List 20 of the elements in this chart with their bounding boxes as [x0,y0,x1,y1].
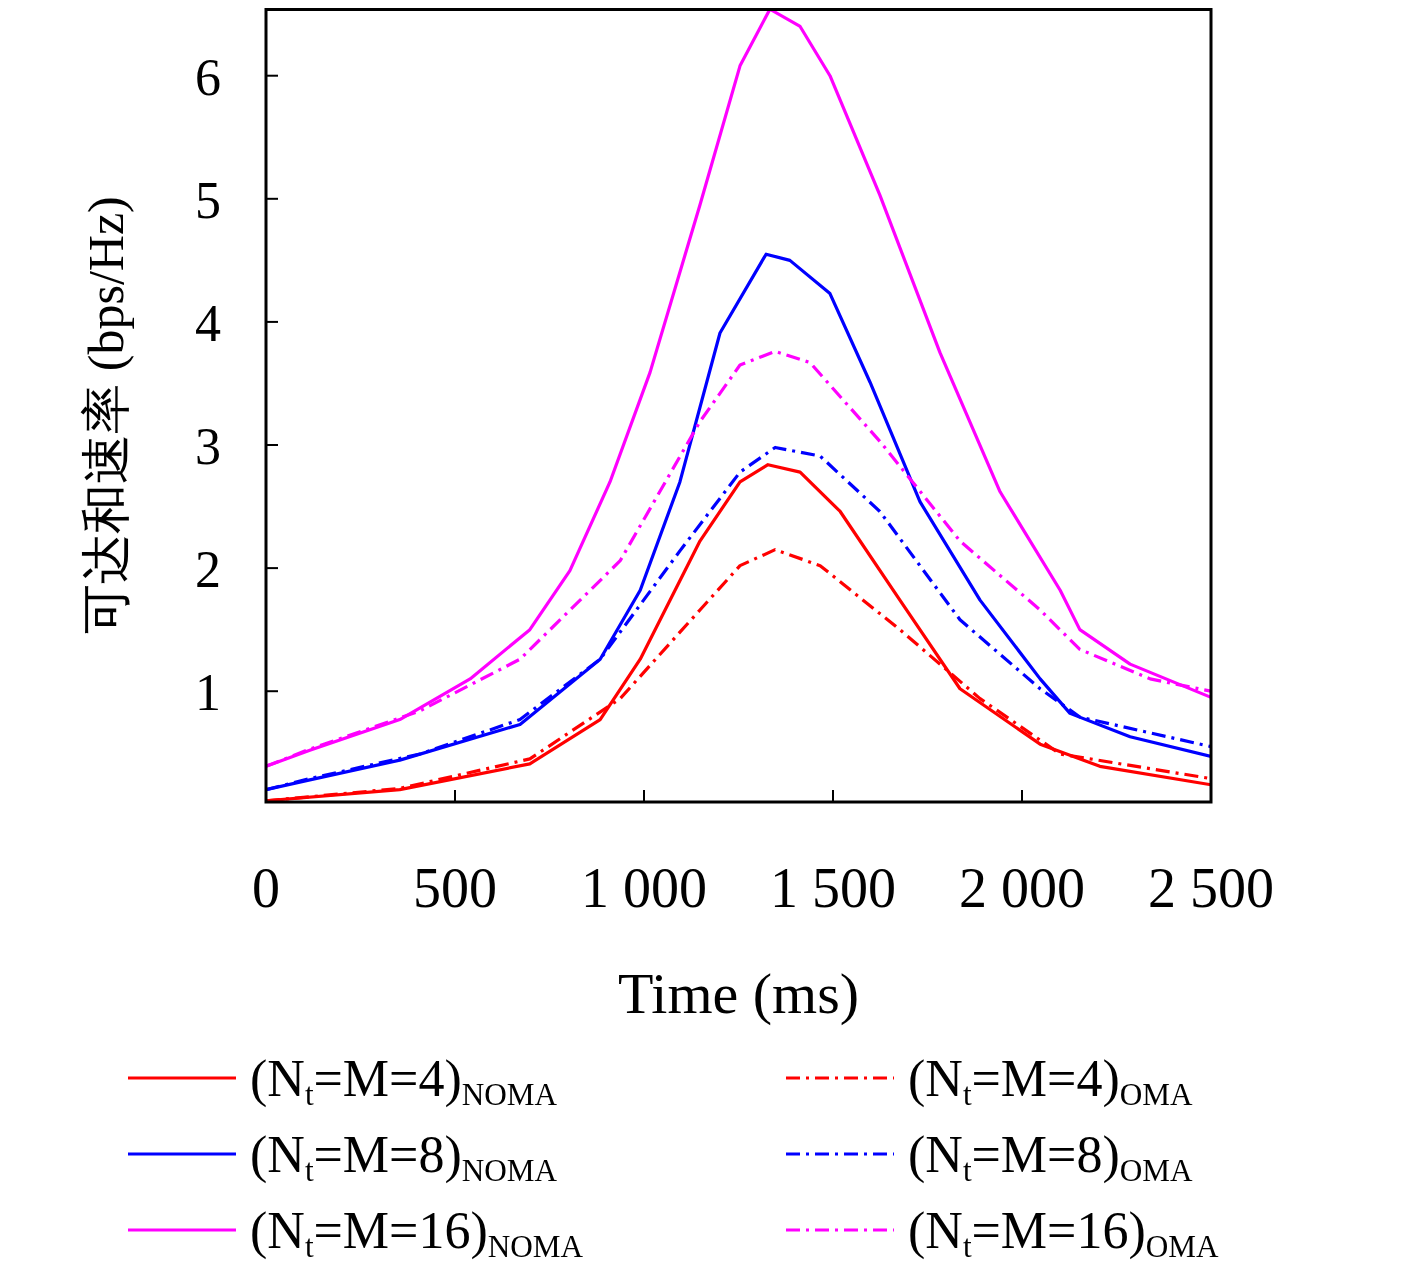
legend-label: (N$_{t}$=M=16)$_{NOMA}$ [250,1202,584,1265]
x-tick-label: 0 [252,857,280,919]
x-tick-label: 2 500 [1148,857,1274,919]
x-tick-label: 1 000 [581,857,707,919]
x-tick-label: 2 000 [959,857,1085,919]
x-tick-label: 1 500 [770,857,896,919]
y-tick-label: 4 [195,294,221,352]
legend-label: (N$_{t}$=M=8)$_{NOMA}$ [250,1126,558,1189]
y-tick-label: 6 [195,48,221,106]
y-tick-label: 1 [195,664,221,722]
y-tick-label: 3 [195,418,221,476]
legend-label: (N$_{t}$=M=4)$_{NOMA}$ [250,1050,558,1113]
y-tick-label: 2 [195,541,221,599]
legend-label: (N$_{t}$=M=16)$_{OMA}$ [908,1202,1220,1265]
x-axis-title: Time (ms) [617,961,860,1026]
y-tick-label: 5 [195,171,221,229]
legend-label: (N$_{t}$=M=4)$_{OMA}$ [908,1050,1194,1113]
legend-label: (N$_{t}$=M=8)$_{OMA}$ [908,1126,1194,1189]
y-axis-title: 可达和速率 (bps/Hz) [78,196,134,634]
x-tick-label: 500 [413,857,497,919]
